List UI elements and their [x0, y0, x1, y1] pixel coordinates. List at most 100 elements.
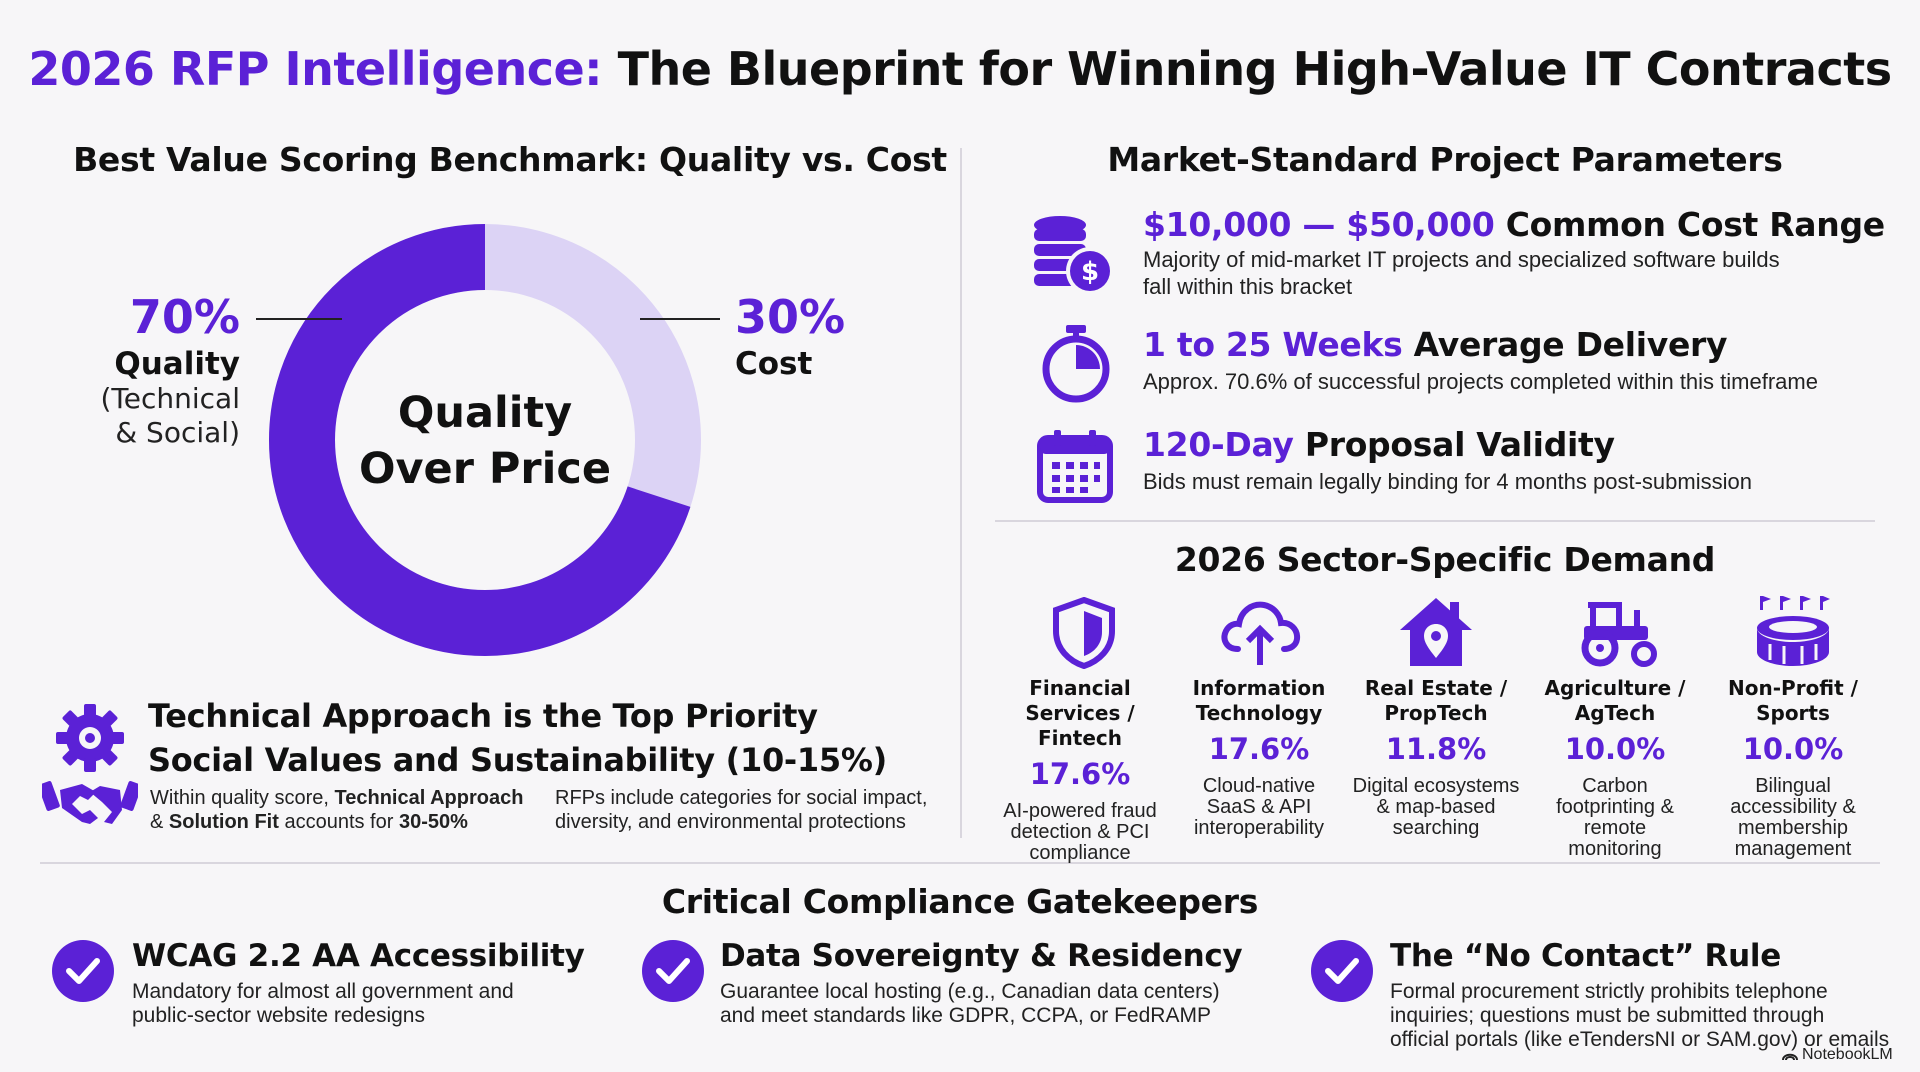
param-cost-value: $10,000 — $50,000 — [1143, 205, 1495, 244]
tractor-icon — [1581, 602, 1657, 667]
compliance-sovereignty: Data Sovereignty & Residency Guarantee l… — [720, 938, 1243, 1028]
cost-pct: 30% — [735, 290, 846, 344]
param-cost: $10,000 — $50,000 Common Cost Range Majo… — [1143, 205, 1885, 300]
sector-proptech-pct: 11.8% — [1385, 732, 1487, 766]
sector-nonprofit-desc-2: accessibility & — [1730, 796, 1856, 818]
quality-leader-line — [256, 318, 342, 320]
desc-right-line-1: RFPs include categories for social impac… — [555, 787, 928, 809]
compliance-sovereignty-desc-2: and meet standards like GDPR, CCPA, or F… — [720, 1004, 1211, 1027]
sector-agtech: Agriculture / AgTech 10.0% Carbon footpr… — [1527, 676, 1703, 860]
quality-sub-1: (Technical — [100, 382, 241, 415]
sector-proptech-name-2: PropTech — [1384, 701, 1488, 725]
sector-fintech-desc-1: AI-powered fraud — [1003, 800, 1157, 822]
compliance-no-contact-desc-2: inquiries; questions must be submitted t… — [1390, 1004, 1825, 1027]
param-cost-desc-2: fall within this bracket — [1143, 274, 1353, 299]
page-title: 2026 RFP Intelligence: The Blueprint for… — [0, 42, 1920, 96]
param-delivery-desc: Approx. 70.6% of successful projects com… — [1143, 369, 1818, 394]
cost-leader-line — [640, 318, 720, 320]
sector-it-name-2: Technology — [1195, 701, 1323, 725]
sector-it: Information Technology 17.6% Cloud-nativ… — [1171, 676, 1347, 839]
watermark-text: NotebookLM — [1802, 1046, 1893, 1063]
sector-it-pct: 17.6% — [1208, 732, 1310, 766]
quality-label: 70% Quality (Technical & Social) — [0, 290, 241, 450]
desc-text-3: accounts for — [278, 811, 399, 833]
priority-desc-left: Within quality score, Technical Approach… — [150, 786, 530, 834]
compliance-wcag-title: WCAG 2.2 AA Accessibility — [132, 938, 585, 974]
sectors-heading: 2026 Sector-Specific Demand — [1174, 540, 1716, 579]
watermark: NotebookLM — [1782, 1046, 1893, 1064]
priority-heading-2: Social Values and Sustainability (10-15%… — [148, 741, 887, 779]
compliance-no-contact-desc-3: official portals (like eTendersNI or SAM… — [1390, 1028, 1890, 1051]
sector-agtech-desc-4: monitoring — [1568, 838, 1662, 860]
center-line-2: Over Price — [358, 444, 612, 494]
sector-proptech-desc-3: searching — [1392, 817, 1480, 839]
shield-icon — [1053, 597, 1115, 669]
sector-proptech: Real Estate / PropTech 11.8% Digital eco… — [1348, 676, 1524, 839]
param-delivery-head: 1 to 25 Weeks Average Delivery — [1143, 325, 1818, 364]
desc-bold-3: 30-50% — [398, 811, 468, 833]
desc-right-line-2: diversity, and environmental protections — [555, 811, 906, 833]
sector-fintech: Financial Services / Fintech 17.6% AI-po… — [992, 676, 1168, 864]
param-cost-head: $10,000 — $50,000 Common Cost Range — [1143, 205, 1885, 244]
sector-nonprofit: Non-Profit / Sports 10.0% Bilingual acce… — [1705, 676, 1881, 860]
sector-fintech-name-2: Services / Fintech — [1025, 701, 1135, 750]
check-circle-icon — [642, 940, 704, 1002]
param-validity: 120-Day Proposal Validity Bids must rema… — [1143, 425, 1752, 495]
sector-nonprofit-name-1: Non-Profit / — [1728, 676, 1858, 700]
desc-bold-1: Technical Approach — [334, 787, 524, 809]
sector-nonprofit-desc-4: management — [1734, 838, 1852, 860]
sector-nonprofit-desc-1: Bilingual — [1755, 775, 1831, 797]
param-cost-label: Common Cost Range — [1494, 205, 1885, 244]
notebooklm-logo-icon — [1782, 1053, 1798, 1061]
sector-it-name-1: Information — [1192, 676, 1326, 700]
sector-fintech-desc-3: compliance — [1029, 842, 1131, 864]
param-validity-label: Proposal Validity — [1293, 425, 1615, 464]
sector-nonprofit-desc-3: membership — [1737, 817, 1849, 839]
quality-sub-2: & Social) — [115, 416, 240, 449]
sector-agtech-desc-3: remote — [1583, 817, 1647, 839]
sector-proptech-desc-2: & map-based — [1376, 796, 1496, 818]
check-circle-icon — [52, 940, 114, 1002]
sector-fintech-name-1: Financial — [1029, 676, 1131, 700]
donut-center-label: Quality Over Price — [335, 385, 635, 497]
param-delivery: 1 to 25 Weeks Average Delivery Approx. 7… — [1143, 325, 1818, 395]
bottom-divider — [40, 862, 1880, 864]
sector-agtech-desc-1: Carbon — [1582, 775, 1648, 797]
svg-text:$: $ — [1081, 257, 1099, 287]
sector-agtech-pct: 10.0% — [1564, 732, 1666, 766]
title-rest: The Blueprint for Winning High-Value IT … — [617, 42, 1893, 96]
cost-label: 30% Cost — [735, 290, 845, 382]
compliance-wcag: WCAG 2.2 AA Accessibility Mandatory for … — [132, 938, 585, 1028]
priority-desc-right: RFPs include categories for social impac… — [555, 786, 955, 834]
sector-agtech-name-2: AgTech — [1574, 701, 1656, 725]
sector-agtech-name-1: Agriculture / — [1544, 676, 1686, 700]
center-line-1: Quality — [397, 388, 573, 438]
param-delivery-value: 1 to 25 Weeks — [1143, 325, 1403, 364]
sector-nonprofit-pct: 10.0% — [1742, 732, 1844, 766]
compliance-heading: Critical Compliance Gatekeepers — [661, 882, 1259, 921]
desc-text-1: Within quality score, — [150, 787, 335, 809]
quality-pct: 70% — [129, 290, 240, 344]
title-highlight: 2026 RFP Intelligence: — [28, 42, 603, 96]
compliance-no-contact-title: The “No Contact” Rule — [1390, 938, 1781, 974]
sector-proptech-desc-1: Digital ecosystems — [1352, 775, 1520, 797]
scoring-heading: Best Value Scoring Benchmark: Quality vs… — [73, 140, 947, 179]
donut-quality-segment — [269, 224, 701, 656]
compliance-no-contact-desc-1: Formal procurement strictly prohibits te… — [1390, 980, 1828, 1003]
cloud-upload-icon — [1221, 601, 1301, 665]
compliance-sovereignty-title: Data Sovereignty & Residency — [720, 938, 1243, 974]
sector-fintech-desc-2: detection & PCI — [1010, 821, 1150, 843]
priority-heading-1: Technical Approach is the Top Priority — [148, 697, 818, 735]
desc-text-2: & — [150, 811, 169, 833]
gear-icon — [56, 704, 124, 772]
priority-headings: Technical Approach is the Top Priority S… — [148, 694, 887, 782]
quality-name: Quality — [114, 346, 240, 382]
house-pin-icon — [1400, 598, 1472, 666]
compliance-no-contact: The “No Contact” Rule Formal procurement… — [1390, 938, 1889, 1052]
stadium-icon — [1757, 596, 1830, 666]
calendar-icon — [1037, 430, 1113, 503]
param-validity-desc: Bids must remain legally binding for 4 m… — [1143, 469, 1752, 494]
sector-it-desc-1: Cloud-native — [1202, 775, 1316, 797]
sector-it-desc-2: SaaS & API — [1206, 796, 1312, 818]
quality-cost-donut — [269, 224, 701, 656]
